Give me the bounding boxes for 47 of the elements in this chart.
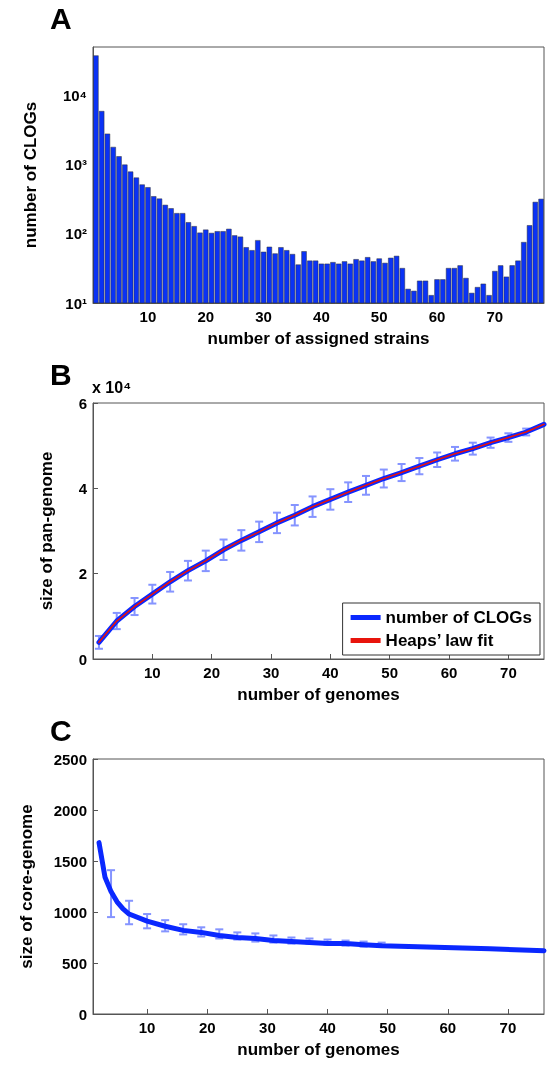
x-tick-label: 20 <box>198 1019 216 1036</box>
y-tick-label: 0 <box>78 650 87 668</box>
y-tick-label: 0 <box>78 1005 87 1023</box>
x-tick-label: 10 <box>144 664 161 681</box>
x-tick-label: 70 <box>500 664 517 681</box>
y-tick-label: 2000 <box>53 801 87 819</box>
y-tick-label: 1000 <box>53 903 87 921</box>
y-tick-label: 10⁴ <box>62 86 87 104</box>
x-tick-label: 50 <box>381 664 399 681</box>
x-tick-label: 40 <box>319 1019 336 1036</box>
x-axis-title: number of genomes <box>237 685 400 704</box>
y-tick-label: 500 <box>61 954 87 972</box>
x-tick-label: 70 <box>486 308 504 325</box>
y-tick-label: 2 <box>78 565 87 583</box>
x-tick-label: 10 <box>139 308 157 325</box>
y-tick-label: 10³ <box>65 156 87 174</box>
x-tick-label: 30 <box>255 308 272 325</box>
x-tick-label: 10 <box>138 1019 156 1036</box>
y-axis-title: size of pan-genome <box>37 451 56 611</box>
x-tick-label: 70 <box>499 1019 517 1036</box>
x-tick-label: 20 <box>197 308 215 325</box>
y-tick-label: 4 <box>78 479 88 497</box>
y-axis-title: size of core-genome <box>17 804 36 969</box>
chart-title: A <box>50 1 72 35</box>
text: x 10⁴ <box>92 378 132 396</box>
x-tick-label: 30 <box>262 664 280 681</box>
x-tick-label: 30 <box>259 1019 276 1036</box>
y-axis-title: number of CLOGs <box>21 101 40 249</box>
chart-title: B <box>50 357 72 391</box>
legend-label: Heaps’ law fit <box>385 631 494 650</box>
x-tick-label: 60 <box>439 1019 457 1036</box>
y-tick-label: 10² <box>65 225 87 243</box>
x-tick-label: 50 <box>379 1019 396 1036</box>
y-tick-label: 2500 <box>53 750 87 768</box>
x-axis-title: number of assigned strains <box>207 329 430 348</box>
x-tick-label: 60 <box>440 664 458 681</box>
legend-label: number of CLOGs <box>385 608 533 627</box>
x-tick-label: 20 <box>203 664 221 681</box>
x-axis-title: number of genomes <box>237 1040 400 1059</box>
y-tick-label: 6 <box>78 394 87 412</box>
chart-title: C <box>50 713 72 747</box>
x-tick-label: 50 <box>370 308 388 325</box>
x-tick-label: 60 <box>428 308 446 325</box>
x-tick-label: 40 <box>322 664 339 681</box>
x-tick-label: 40 <box>313 308 330 325</box>
y-tick-label: 10¹ <box>65 294 87 312</box>
y-tick-label: 1500 <box>53 852 87 870</box>
